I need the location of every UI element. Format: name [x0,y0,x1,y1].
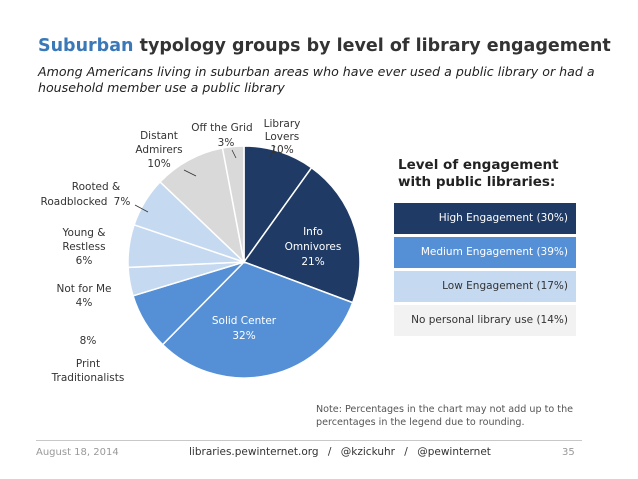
slice-value-rooted-roadblocked: 7% [114,196,131,208]
pie-slice-library-lovers [243,145,313,265]
legend-item-medium: Medium Engagement (39%) [394,237,576,271]
slice-label-info-omnivores: Info [303,226,323,238]
legend-item-high: High Engagement (30%) [394,203,576,237]
slice-value-distant-admirers: 10% [147,158,170,170]
leader-line-rooted-roadblocked [134,204,149,213]
slice-label-library-lovers: Lovers [265,131,300,143]
slice-label-library-lovers: Library [264,118,301,130]
slice-label-rooted-roadblocked: Rooted & [72,181,120,193]
slice-value-not-for-me: 4% [76,297,93,309]
footnote: Note: Percentages in the chart may not a… [316,404,574,428]
legend-item-low: Low Engagement (17%) [394,271,576,305]
pie-slice-solid-center [161,261,354,379]
slice-label-distant-admirers: Admirers [135,144,182,156]
pie-slice-off-the-grid [221,145,245,263]
footer-links: libraries.pewinternet.org / @kzickuhr / … [189,446,491,458]
footer-handle-1[interactable]: @kzickuhr [340,446,395,458]
slice-label-young-restless: Restless [62,241,105,253]
footer-separator: / [327,446,332,458]
leader-line-library-lovers [269,145,276,159]
footer-divider [36,440,582,441]
slice-value-library-lovers: 10% [270,144,293,156]
legend-title-line-1: Level of engagement [398,157,559,173]
slice-label-solid-center: Solid Center [212,315,277,327]
legend-item-none: No personal library use (14%) [394,305,576,339]
slice-label-print-traditionalists: Traditionalists [51,372,125,384]
slice-label-not-for-me: Not for Me [56,283,111,295]
slice-value-solid-center: 32% [232,330,255,342]
slice-label-print-traditionalists: Print [76,358,100,370]
chart-subtitle: Among Americans living in suburban areas… [38,64,595,95]
slice-label-info-omnivores: Omnivores [285,241,342,253]
slice-value-young-restless: 6% [76,255,93,267]
title-text: typology groups by level of library enga… [133,36,611,56]
footer-separator: / [404,446,408,458]
slice-label-distant-admirers: Distant [140,130,178,142]
footer-date: August 18, 2014 [36,447,119,458]
slice-value-print-traditionalists: 8% [80,335,97,347]
leader-line-off-the-grid [231,149,237,159]
pie-slice-info-omnivores [242,166,361,304]
legend-title-line-2: with public libraries: [398,174,556,190]
slice-value-off-the-grid: 3% [218,137,235,149]
page-number: 35 [562,447,575,458]
footer-handle-2[interactable]: @pewinternet [417,446,491,458]
legend: High Engagement (30%) Medium Engagement … [394,203,576,339]
slice-label-off-the-grid: Off the Grid [191,122,252,134]
footer-site-link[interactable]: libraries.pewinternet.org [189,446,319,458]
slice-label-young-restless: Young & [62,227,106,239]
slice-value-info-omnivores: 21% [301,256,324,268]
legend-title: Level of engagement with public librarie… [398,157,559,191]
chart-title: Suburban typology groups by level of lib… [38,36,611,56]
title-highlight: Suburban [38,36,134,56]
slice-label-rooted-roadblocked: Roadblocked [41,196,108,208]
pie-slice-distant-admirers [159,147,246,265]
leader-line-distant-admirers [183,169,197,177]
